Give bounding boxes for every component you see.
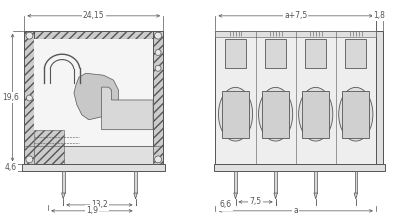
- Polygon shape: [134, 193, 137, 199]
- Bar: [216, 31, 376, 164]
- Polygon shape: [62, 193, 65, 199]
- Bar: [214, 164, 385, 171]
- Bar: [153, 31, 163, 164]
- Text: a: a: [293, 206, 298, 215]
- Polygon shape: [102, 87, 153, 130]
- Bar: [262, 91, 289, 138]
- Polygon shape: [74, 73, 118, 120]
- Bar: [24, 31, 34, 164]
- Bar: [34, 39, 153, 164]
- Circle shape: [26, 32, 33, 39]
- Bar: [265, 39, 286, 68]
- Bar: [376, 31, 383, 164]
- Text: 24,15: 24,15: [83, 11, 104, 20]
- Text: 13,2: 13,2: [91, 200, 108, 209]
- Circle shape: [155, 49, 161, 56]
- Text: 6,6: 6,6: [220, 200, 232, 209]
- Ellipse shape: [258, 87, 293, 141]
- Ellipse shape: [339, 87, 373, 141]
- Bar: [354, 171, 357, 193]
- Bar: [22, 164, 165, 171]
- Circle shape: [26, 156, 33, 163]
- Bar: [34, 146, 153, 164]
- Ellipse shape: [299, 87, 333, 141]
- Bar: [34, 130, 64, 164]
- Text: 19,6: 19,6: [2, 93, 19, 102]
- Polygon shape: [274, 193, 277, 199]
- Bar: [345, 39, 366, 68]
- Bar: [305, 39, 326, 68]
- Bar: [225, 39, 246, 68]
- Bar: [62, 171, 64, 193]
- Circle shape: [26, 95, 32, 101]
- Polygon shape: [234, 193, 237, 199]
- Text: 7,5: 7,5: [250, 197, 262, 206]
- Polygon shape: [314, 193, 318, 199]
- Bar: [24, 31, 163, 164]
- Circle shape: [155, 65, 161, 71]
- Bar: [216, 31, 376, 37]
- Bar: [222, 91, 249, 138]
- Bar: [234, 171, 237, 193]
- Bar: [302, 91, 329, 138]
- Text: 4,6: 4,6: [4, 163, 17, 172]
- Bar: [342, 91, 370, 138]
- Bar: [134, 171, 137, 193]
- Ellipse shape: [218, 87, 253, 141]
- Text: 1,8: 1,8: [373, 11, 385, 20]
- Circle shape: [155, 32, 162, 39]
- Text: 1,9: 1,9: [86, 206, 98, 215]
- Text: a+7,5: a+7,5: [284, 11, 307, 20]
- Polygon shape: [354, 193, 358, 199]
- Bar: [34, 31, 153, 39]
- Bar: [314, 171, 317, 193]
- Circle shape: [155, 156, 162, 163]
- Bar: [274, 171, 277, 193]
